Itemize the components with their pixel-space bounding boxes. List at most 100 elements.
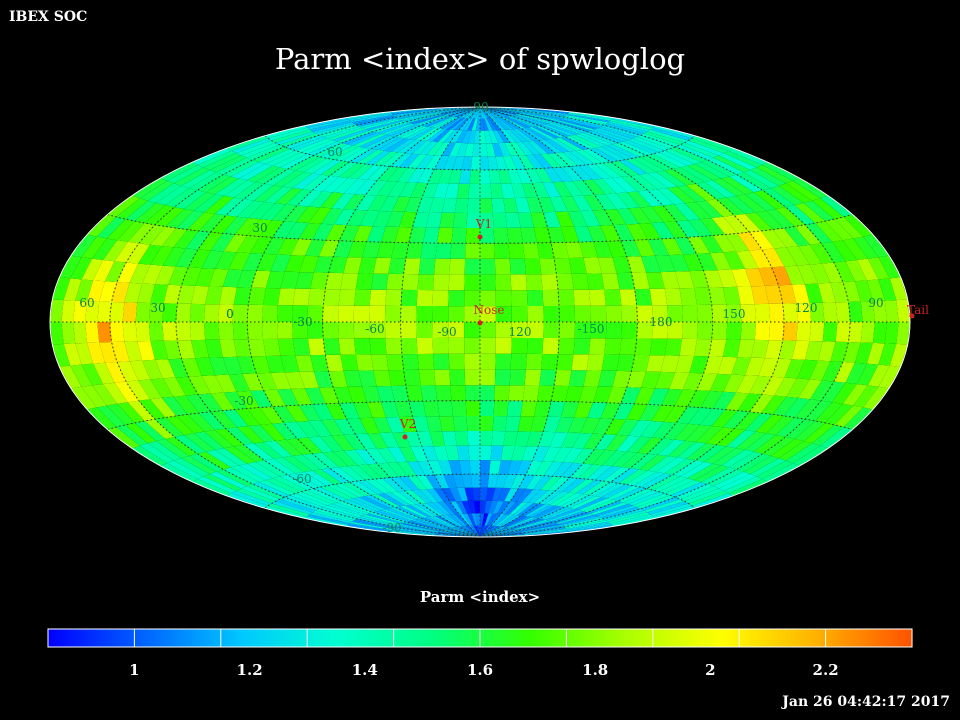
colorbar-swatch (400, 629, 405, 647)
map-pixel (343, 257, 362, 274)
map-pixel (889, 277, 908, 301)
map-pixel (762, 436, 795, 456)
map-pixel (578, 164, 603, 180)
map-pixel (480, 528, 511, 537)
map-pixel (516, 113, 554, 123)
map-pixel (237, 270, 257, 288)
map-pixel (607, 485, 640, 500)
map-pixel (373, 370, 392, 387)
map-pixel (726, 304, 742, 322)
colorbar-swatch (796, 629, 801, 647)
map-pixel (480, 107, 496, 119)
map-pixel (253, 442, 283, 459)
map-pixel (798, 379, 822, 400)
map-pixel (639, 473, 673, 489)
map-pixel (480, 169, 491, 184)
map-pixel (446, 107, 480, 116)
map-pixel (448, 169, 462, 184)
map-pixel (583, 370, 602, 387)
map-pixel (708, 339, 727, 357)
map-pixel (486, 143, 496, 157)
map-pixel (456, 143, 468, 157)
map-pixel (855, 280, 873, 302)
map-pixel (460, 526, 480, 537)
colorbar-swatch (346, 629, 351, 647)
colorbar-swatch (627, 629, 632, 647)
map-pixel (452, 156, 465, 170)
map-pixel (480, 107, 514, 116)
colorbar-swatch (102, 629, 107, 647)
map-pixel (364, 135, 395, 149)
map-pixel (548, 510, 584, 522)
colorbar-swatch (454, 629, 459, 647)
map-pixel (509, 502, 528, 515)
map-pixel (295, 138, 332, 153)
map-pixel (745, 212, 773, 231)
map-pixel (700, 390, 724, 409)
map-pixel (569, 150, 595, 165)
map-pixel (214, 428, 244, 447)
map-pixel (480, 525, 489, 537)
map-pixel (548, 122, 584, 134)
colorbar-swatch (879, 629, 884, 647)
colorbar-swatch (393, 629, 398, 647)
map-pixel (307, 141, 342, 156)
map-pixel (480, 306, 496, 322)
colorbar-swatch (307, 629, 312, 647)
map-pixel (745, 433, 776, 452)
map-pixel (275, 188, 303, 205)
map-pixel (456, 183, 470, 199)
map-pixel (470, 156, 480, 170)
map-pixel (786, 180, 821, 201)
map-pixel (419, 489, 438, 503)
colorbar-swatch (84, 629, 89, 647)
map-pixel (771, 358, 792, 378)
map-pixel (566, 521, 611, 531)
map-pixel (438, 460, 453, 475)
map-pixel (454, 431, 469, 446)
map-pixel (486, 118, 497, 131)
colorbar-swatch (901, 629, 906, 647)
map-pixel (435, 107, 480, 110)
map-pixel (241, 486, 280, 502)
map-pixel (651, 222, 675, 239)
map-pixel (416, 197, 434, 213)
map-pixel (518, 474, 535, 489)
map-pixel (525, 154, 544, 169)
map-pixel (834, 405, 864, 428)
map-pixel (265, 505, 308, 519)
map-pixel (551, 511, 588, 523)
map-pixel (636, 322, 653, 339)
map-pixel (250, 236, 273, 254)
map-pixel (684, 140, 724, 156)
map-pixel (523, 109, 567, 117)
map-pixel (700, 218, 726, 236)
colorbar-swatch (483, 629, 488, 647)
map-pixel (204, 430, 234, 449)
map-pixel (562, 117, 604, 127)
map-pixel (371, 273, 389, 290)
map-pixel (612, 370, 632, 388)
colorbar-swatch (757, 629, 762, 647)
map-pixel (390, 153, 412, 168)
colorbar-swatch (847, 629, 852, 647)
map-pixel (162, 322, 178, 341)
map-pixel (786, 378, 810, 398)
map-pixel (61, 300, 76, 322)
map-pixel (559, 305, 576, 322)
map-pixel (273, 170, 304, 187)
map-pixel (612, 487, 647, 501)
map-pixel (786, 443, 821, 464)
map-pixel (321, 208, 344, 225)
map-pixel (144, 205, 175, 225)
map-pixel (362, 241, 381, 258)
map-pixel (397, 524, 439, 533)
map-pixel (359, 417, 380, 434)
map-pixel (755, 414, 784, 434)
map-pixel (354, 116, 396, 126)
map-pixel (443, 155, 457, 170)
meridian-line (400, 107, 481, 537)
map-pixel (639, 223, 662, 240)
map-pixel (162, 377, 186, 397)
map-pixel (626, 223, 648, 241)
